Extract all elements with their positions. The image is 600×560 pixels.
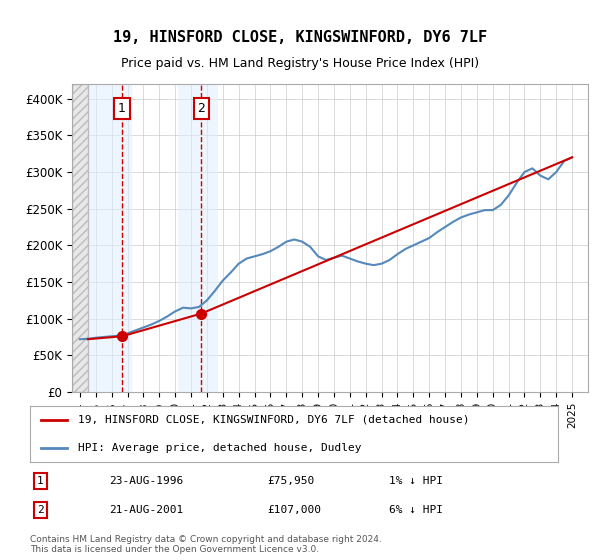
Text: 6% ↓ HPI: 6% ↓ HPI	[389, 505, 443, 515]
Text: HPI: Average price, detached house, Dudley: HPI: Average price, detached house, Dudl…	[77, 443, 361, 453]
Text: 1% ↓ HPI: 1% ↓ HPI	[389, 476, 443, 486]
Text: 1: 1	[37, 476, 44, 486]
Bar	[72, 84, 88, 392]
Text: 2: 2	[37, 505, 44, 515]
Text: 2: 2	[197, 102, 205, 115]
Bar	[178, 84, 218, 392]
Text: Contains HM Land Registry data © Crown copyright and database right 2024.
This d: Contains HM Land Registry data © Crown c…	[30, 535, 382, 554]
Text: £75,950: £75,950	[268, 476, 315, 486]
Text: 21-AUG-2001: 21-AUG-2001	[109, 505, 184, 515]
Bar	[88, 84, 133, 392]
Bar	[72, 84, 88, 392]
Text: Price paid vs. HM Land Registry's House Price Index (HPI): Price paid vs. HM Land Registry's House …	[121, 57, 479, 70]
Text: 19, HINSFORD CLOSE, KINGSWINFORD, DY6 7LF: 19, HINSFORD CLOSE, KINGSWINFORD, DY6 7L…	[113, 30, 487, 45]
Text: 1: 1	[118, 102, 126, 115]
Text: 23-AUG-1996: 23-AUG-1996	[109, 476, 184, 486]
Text: 19, HINSFORD CLOSE, KINGSWINFORD, DY6 7LF (detached house): 19, HINSFORD CLOSE, KINGSWINFORD, DY6 7L…	[77, 415, 469, 425]
Text: £107,000: £107,000	[268, 505, 322, 515]
